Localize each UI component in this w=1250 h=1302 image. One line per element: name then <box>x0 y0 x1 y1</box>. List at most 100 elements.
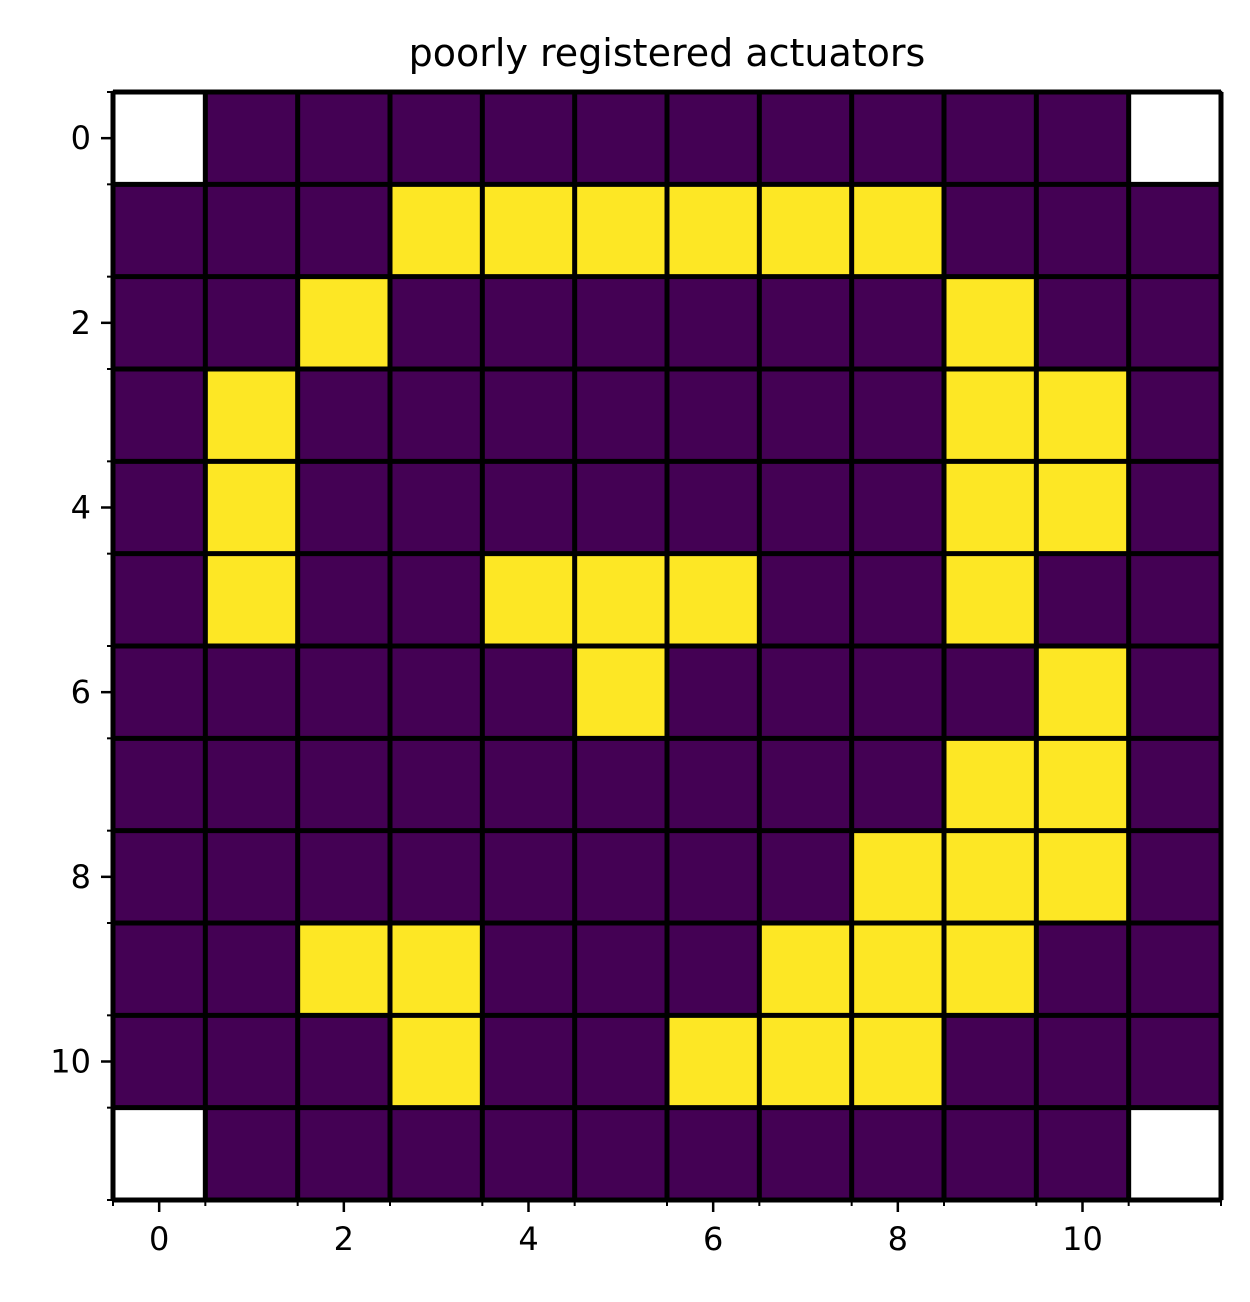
heatmap-cell-r6-c9 <box>944 646 1037 739</box>
heatmap-cell-r5-c7 <box>759 553 852 646</box>
heatmap-cell-r11-c6 <box>667 1107 760 1200</box>
heatmap-cell-r11-c7 <box>759 1107 852 1200</box>
x-tick-label: 6 <box>703 1220 723 1258</box>
heatmap-cell-r11-c4 <box>482 1107 575 1200</box>
heatmap-cell-r9-c10 <box>1036 923 1129 1016</box>
heatmap-cell-r9-c0 <box>113 923 206 1016</box>
heatmap-cell-r9-c6 <box>667 923 760 1016</box>
heatmap-cell-r3-c2 <box>297 369 390 462</box>
heatmap-cell-r10-c0 <box>113 1015 206 1108</box>
heatmap-cell-r8-c1 <box>205 830 298 923</box>
heatmap-cell-r1-c0 <box>113 184 206 277</box>
heatmap-cell-r9-c4 <box>482 923 575 1016</box>
x-tick-label: 8 <box>888 1220 908 1258</box>
heatmap-cell-r8-c2 <box>297 830 390 923</box>
heatmap-cell-r6-c7 <box>759 646 852 739</box>
heatmap-cell-r7-c7 <box>759 738 852 831</box>
heatmap-cell-r10-c5 <box>574 1015 667 1108</box>
heatmap-cell-r4-c10 <box>1036 461 1129 554</box>
heatmap-cell-r7-c4 <box>482 738 575 831</box>
x-tick-label: 2 <box>334 1220 354 1258</box>
heatmap-cell-r8-c4 <box>482 830 575 923</box>
heatmap-cell-r4-c6 <box>667 461 760 554</box>
heatmap-cell-r6-c1 <box>205 646 298 739</box>
heatmap-cell-r0-c0 <box>113 92 206 185</box>
x-tick-label: 10 <box>1062 1220 1103 1258</box>
heatmap-cell-r0-c7 <box>759 92 852 185</box>
heatmap-cell-r10-c3 <box>390 1015 483 1108</box>
heatmap-cell-r3-c10 <box>1036 369 1129 462</box>
heatmap-cell-r4-c8 <box>851 461 944 554</box>
heatmap-cell-r1-c11 <box>1128 184 1221 277</box>
heatmap-cell-r9-c8 <box>851 923 944 1016</box>
heatmap-cell-r5-c8 <box>851 553 944 646</box>
heatmap-cell-r7-c8 <box>851 738 944 831</box>
heatmap-cell-r5-c0 <box>113 553 206 646</box>
heatmap-cell-r6-c3 <box>390 646 483 739</box>
heatmap-cell-r7-c10 <box>1036 738 1129 831</box>
heatmap-cell-r11-c5 <box>574 1107 667 1200</box>
heatmap-cell-r1-c10 <box>1036 184 1129 277</box>
y-tick-label: 0 <box>71 119 91 157</box>
heatmap-cell-r3-c0 <box>113 369 206 462</box>
heatmap-cell-r4-c2 <box>297 461 390 554</box>
heatmap-cell-r4-c1 <box>205 461 298 554</box>
y-tick-label: 4 <box>71 489 91 527</box>
heatmap-cell-r9-c7 <box>759 923 852 1016</box>
heatmap-cell-r10-c10 <box>1036 1015 1129 1108</box>
heatmap-cell-r10-c4 <box>482 1015 575 1108</box>
heatmap-cell-r11-c3 <box>390 1107 483 1200</box>
heatmap-cell-r8-c11 <box>1128 830 1221 923</box>
heatmap-cell-r7-c9 <box>944 738 1037 831</box>
heatmap-cell-r11-c0 <box>113 1107 206 1200</box>
heatmap-cell-r2-c7 <box>759 276 852 369</box>
heatmap-cell-r5-c2 <box>297 553 390 646</box>
heatmap-cell-r11-c8 <box>851 1107 944 1200</box>
heatmap-cell-r7-c6 <box>667 738 760 831</box>
heatmap-cell-r7-c2 <box>297 738 390 831</box>
heatmap-cell-r2-c9 <box>944 276 1037 369</box>
heatmap-cell-r1-c2 <box>297 184 390 277</box>
heatmap-cell-r11-c11 <box>1128 1107 1221 1200</box>
x-tick-label: 0 <box>149 1220 169 1258</box>
heatmap-cell-r5-c10 <box>1036 553 1129 646</box>
heatmap-cell-r6-c8 <box>851 646 944 739</box>
heatmap-cell-r3-c3 <box>390 369 483 462</box>
heatmap-cell-r0-c5 <box>574 92 667 185</box>
heatmap-cell-r1-c3 <box>390 184 483 277</box>
heatmap-cell-r5-c1 <box>205 553 298 646</box>
heatmap-cell-r10-c2 <box>297 1015 390 1108</box>
heatmap-cell-r0-c3 <box>390 92 483 185</box>
heatmap-cell-r10-c8 <box>851 1015 944 1108</box>
heatmap-cell-r9-c11 <box>1128 923 1221 1016</box>
heatmap-cell-r6-c2 <box>297 646 390 739</box>
heatmap-cell-r2-c1 <box>205 276 298 369</box>
heatmap-cell-r9-c3 <box>390 923 483 1016</box>
heatmap-cell-r10-c9 <box>944 1015 1037 1108</box>
heatmap-cell-r6-c10 <box>1036 646 1129 739</box>
heatmap-cell-r1-c5 <box>574 184 667 277</box>
heatmap-cell-r5-c6 <box>667 553 760 646</box>
heatmap-cell-r7-c0 <box>113 738 206 831</box>
heatmap-cell-r4-c9 <box>944 461 1037 554</box>
heatmap-cell-r8-c0 <box>113 830 206 923</box>
heatmap-cell-r3-c11 <box>1128 369 1221 462</box>
heatmap-cell-r0-c8 <box>851 92 944 185</box>
heatmap-cell-r2-c2 <box>297 276 390 369</box>
heatmap-cell-r6-c6 <box>667 646 760 739</box>
heatmap-cell-r9-c1 <box>205 923 298 1016</box>
heatmap-cell-r9-c5 <box>574 923 667 1016</box>
heatmap-cell-r10-c7 <box>759 1015 852 1108</box>
heatmap-cell-r11-c2 <box>297 1107 390 1200</box>
heatmap-cell-r4-c4 <box>482 461 575 554</box>
heatmap-cell-r6-c11 <box>1128 646 1221 739</box>
heatmap-cell-r1-c7 <box>759 184 852 277</box>
heatmap-cell-r2-c4 <box>482 276 575 369</box>
heatmap-cell-r4-c0 <box>113 461 206 554</box>
heatmap-cell-r3-c5 <box>574 369 667 462</box>
heatmap-cell-r1-c6 <box>667 184 760 277</box>
heatmap-cell-r4-c7 <box>759 461 852 554</box>
heatmap-cell-r2-c6 <box>667 276 760 369</box>
heatmap-cell-r0-c9 <box>944 92 1037 185</box>
heatmap-cell-r1-c9 <box>944 184 1037 277</box>
